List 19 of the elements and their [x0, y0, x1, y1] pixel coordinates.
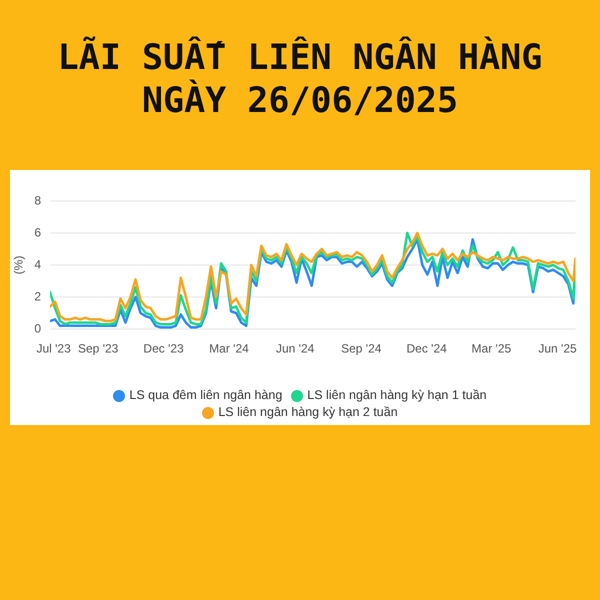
x-tick-label: Jul '23: [36, 342, 72, 356]
x-tick-label: Mar '25: [472, 342, 512, 356]
x-tick-label: Sep '23: [78, 342, 119, 356]
x-tick-label: Jun '25: [538, 342, 577, 356]
x-tick-label: Mar '24: [209, 342, 250, 356]
y-axis-title: (%): [12, 256, 26, 274]
chart-title: LÃI SUẤT LIÊN NGÂN HÀNG NGÀY 26/06/2025: [56, 37, 544, 123]
y-tick-label: 2: [34, 289, 42, 304]
x-tick-label: Dec '23: [143, 342, 184, 356]
y-tick-label: 0: [34, 321, 42, 336]
y-tick-label: 4: [34, 257, 42, 272]
y-tick-label: 8: [34, 193, 42, 208]
y-tick-label: 6: [34, 225, 42, 240]
x-tick-label: Jun '24: [276, 342, 315, 356]
x-tick-label: Dec '24: [406, 342, 448, 356]
legend-label: LS liên ngân hàng kỳ hạn 2 tuần: [218, 405, 398, 420]
x-tick-label: Sep '24: [341, 342, 382, 356]
legend-label: LS liên ngân hàng kỳ hạn 1 tuần: [307, 388, 487, 403]
legend-label: LS qua đêm liên ngân hàng: [129, 388, 282, 403]
